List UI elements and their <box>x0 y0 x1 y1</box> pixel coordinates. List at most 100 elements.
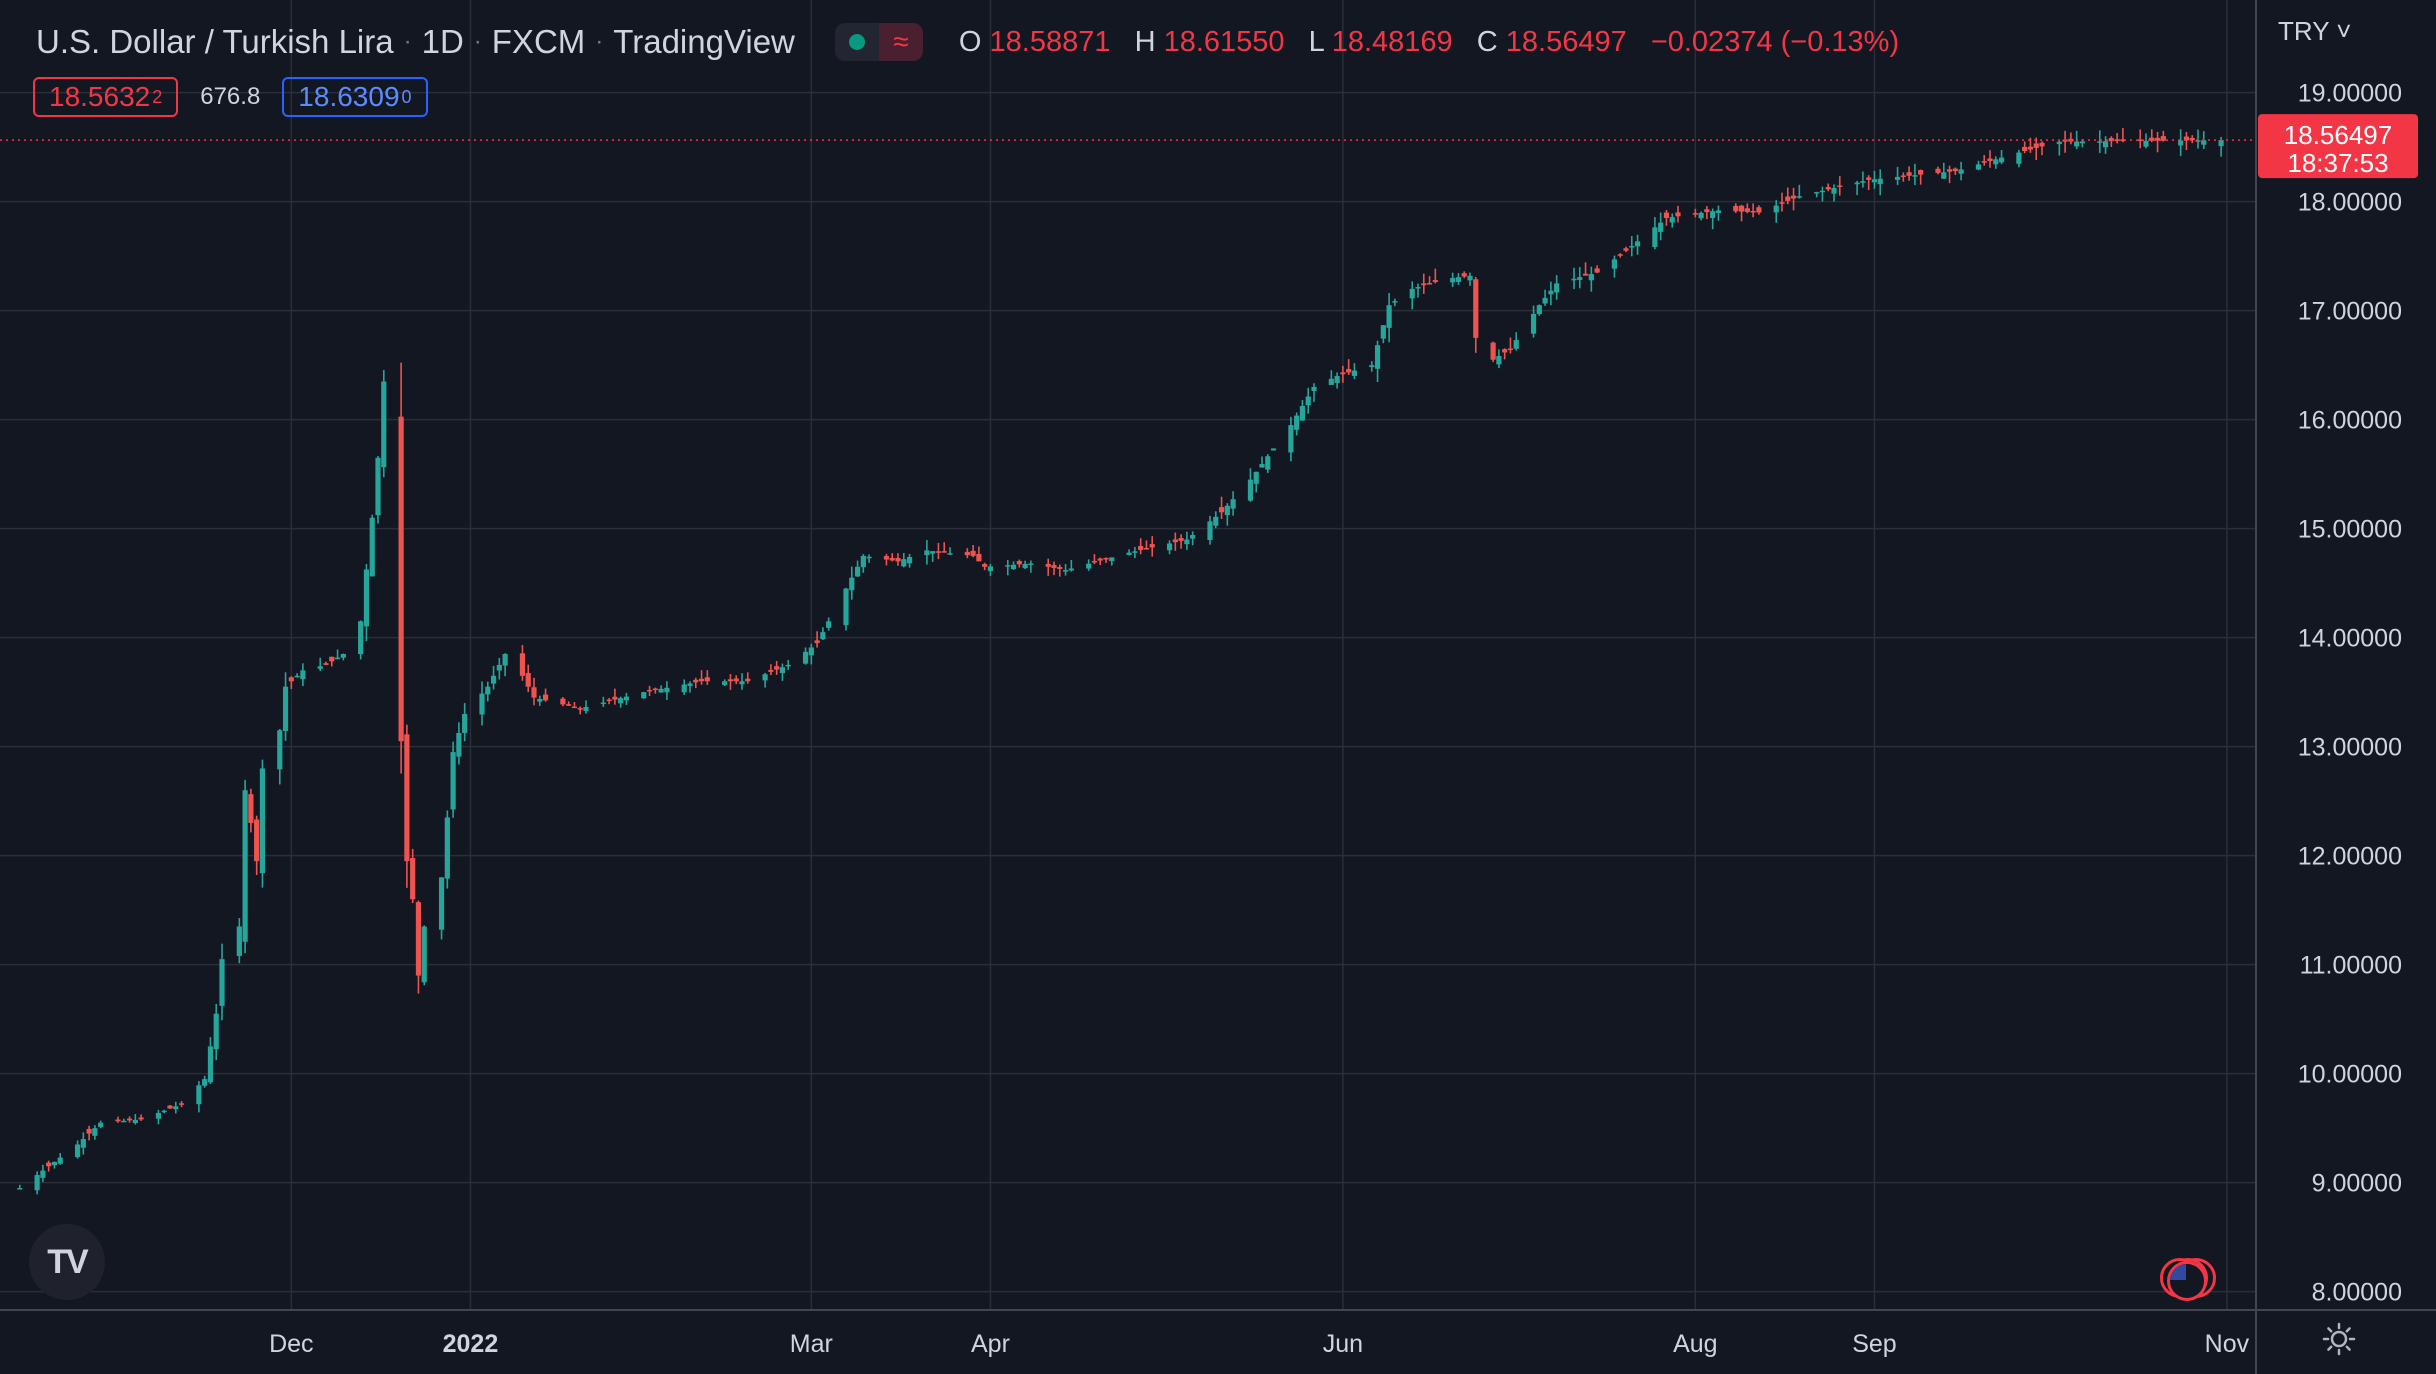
candle-body <box>1247 479 1254 501</box>
candle-body <box>1224 505 1230 516</box>
interval-label[interactable]: 1D <box>421 23 464 60</box>
candle-body <box>1877 178 1883 185</box>
currency-selector[interactable]: TRY ˅ <box>2278 16 2351 47</box>
candle-body <box>2137 139 2143 141</box>
spread-value: 676.8 <box>200 83 261 110</box>
candle-body <box>334 657 341 660</box>
candle-body <box>2149 137 2155 141</box>
symbol-title[interactable]: U.S. Dollar / Turkish Lira <box>36 23 394 60</box>
candle-body <box>1981 161 1987 163</box>
economic-events-marker[interactable] <box>2160 1258 2220 1302</box>
candle-body <box>1652 227 1658 248</box>
legend-header[interactable]: U.S. Dollar / Turkish Lira · 1D · FXCM ·… <box>36 18 1915 66</box>
price-tick-label: 19.00000 <box>2298 80 2402 108</box>
ohlc-values: O 18.58871 H 18.61550 L 18.48169 C 18.56… <box>959 26 1915 59</box>
last-price-label: 18.56497 18:37:53 <box>2258 114 2418 179</box>
candle-body <box>369 517 375 577</box>
price-tick-label: 12.00000 <box>2298 843 2402 871</box>
price-axis[interactable]: 8.00000 9.00000 10.00000 11.00000 12.00000 13… <box>2298 80 2402 1307</box>
candle-body <box>80 1139 86 1148</box>
candle-body <box>1230 499 1236 509</box>
candle-body <box>1998 157 2005 163</box>
candle-body <box>1738 205 1745 212</box>
candle-body <box>2195 140 2201 142</box>
candle-body <box>2183 136 2190 141</box>
candle-body <box>739 681 745 685</box>
time-tick-label: Nov <box>2205 1330 2250 1358</box>
candle-body <box>1629 246 1635 248</box>
candle-body <box>1871 179 1878 183</box>
price-tick-label: 11.00000 <box>2300 952 2402 980</box>
candle-body <box>294 675 300 678</box>
candle-body <box>1918 170 1924 175</box>
candle-body <box>1294 415 1300 430</box>
time-axis[interactable]: Dec 2022 Mar Apr Jun Aug Sep Nov <box>269 1330 2250 1358</box>
candle-body <box>774 666 780 670</box>
candle-body <box>1490 342 1496 360</box>
candle-body <box>560 698 566 705</box>
candle-body <box>300 670 306 680</box>
buy-button[interactable]: 18.6309 0 <box>282 77 428 117</box>
candle-body <box>138 1117 144 1120</box>
candle-body <box>259 768 266 874</box>
candle-body <box>843 588 849 626</box>
buy-sell-panel[interactable]: 18.5632 2 676.8 18.6309 0 <box>33 77 428 117</box>
price-tick-label: 16.00000 <box>2298 407 2402 435</box>
candle-body <box>1582 273 1589 276</box>
candle-body <box>167 1105 173 1109</box>
candle-body <box>618 698 624 704</box>
sell-button[interactable]: 18.5632 2 <box>33 77 179 117</box>
candle-body <box>1819 190 1826 193</box>
price-tick-label: 15.00000 <box>2298 516 2402 544</box>
candle-body <box>652 688 658 691</box>
us-flag-event-icon[interactable] <box>2160 1258 2207 1301</box>
candle-body <box>976 553 982 562</box>
candle-body <box>704 677 710 682</box>
candle-body <box>57 1157 63 1164</box>
candle-body <box>496 664 502 671</box>
candle-body <box>1733 205 1739 212</box>
candle-body <box>1190 535 1196 539</box>
candle-body <box>2056 141 2062 145</box>
candle-body <box>490 675 497 684</box>
price-tick-label: 13.00000 <box>2298 734 2402 762</box>
candle-body <box>1530 313 1537 334</box>
candle-body <box>462 713 468 734</box>
candle-body <box>248 794 254 823</box>
candle-body <box>1010 564 1017 570</box>
candle-body <box>51 1161 58 1166</box>
candle-body <box>1311 386 1317 391</box>
candle-body <box>1577 277 1583 280</box>
candle-body <box>1785 196 1791 201</box>
change-value: −0.02374 (−0.13%) <box>1650 25 1900 58</box>
candle-body <box>1675 212 1681 217</box>
candle-body <box>612 696 618 700</box>
candle-body <box>1103 558 1109 560</box>
candle-body <box>1941 172 1947 179</box>
candle-body <box>1109 557 1115 562</box>
candle-body <box>566 704 572 706</box>
tradingview-logo-icon[interactable]: TV <box>29 1224 105 1300</box>
candle-body <box>1906 172 1912 176</box>
candle-body <box>1374 345 1381 369</box>
candle-body <box>1022 563 1028 569</box>
price-tick-label: 9.00000 <box>2312 1170 2402 1198</box>
candle-body <box>1149 544 1155 548</box>
candle-body <box>2201 140 2207 145</box>
candle-body <box>525 673 531 687</box>
bar-countdown: 18:37:53 <box>2287 148 2388 178</box>
price-tick-label: 14.00000 <box>2298 625 2402 653</box>
candle-body <box>531 687 537 698</box>
candle-body <box>987 566 994 572</box>
candle-body <box>1935 168 1941 173</box>
market-status-pill[interactable]: ≈ <box>834 23 923 61</box>
candle-body <box>2120 139 2126 142</box>
candle-body <box>340 654 346 658</box>
candle-body <box>456 733 462 757</box>
candle-body <box>854 566 861 577</box>
candle-body <box>1623 248 1629 251</box>
candle-body <box>1432 280 1438 283</box>
candle-body <box>381 381 387 468</box>
gear-icon[interactable] <box>2322 1322 2356 1356</box>
